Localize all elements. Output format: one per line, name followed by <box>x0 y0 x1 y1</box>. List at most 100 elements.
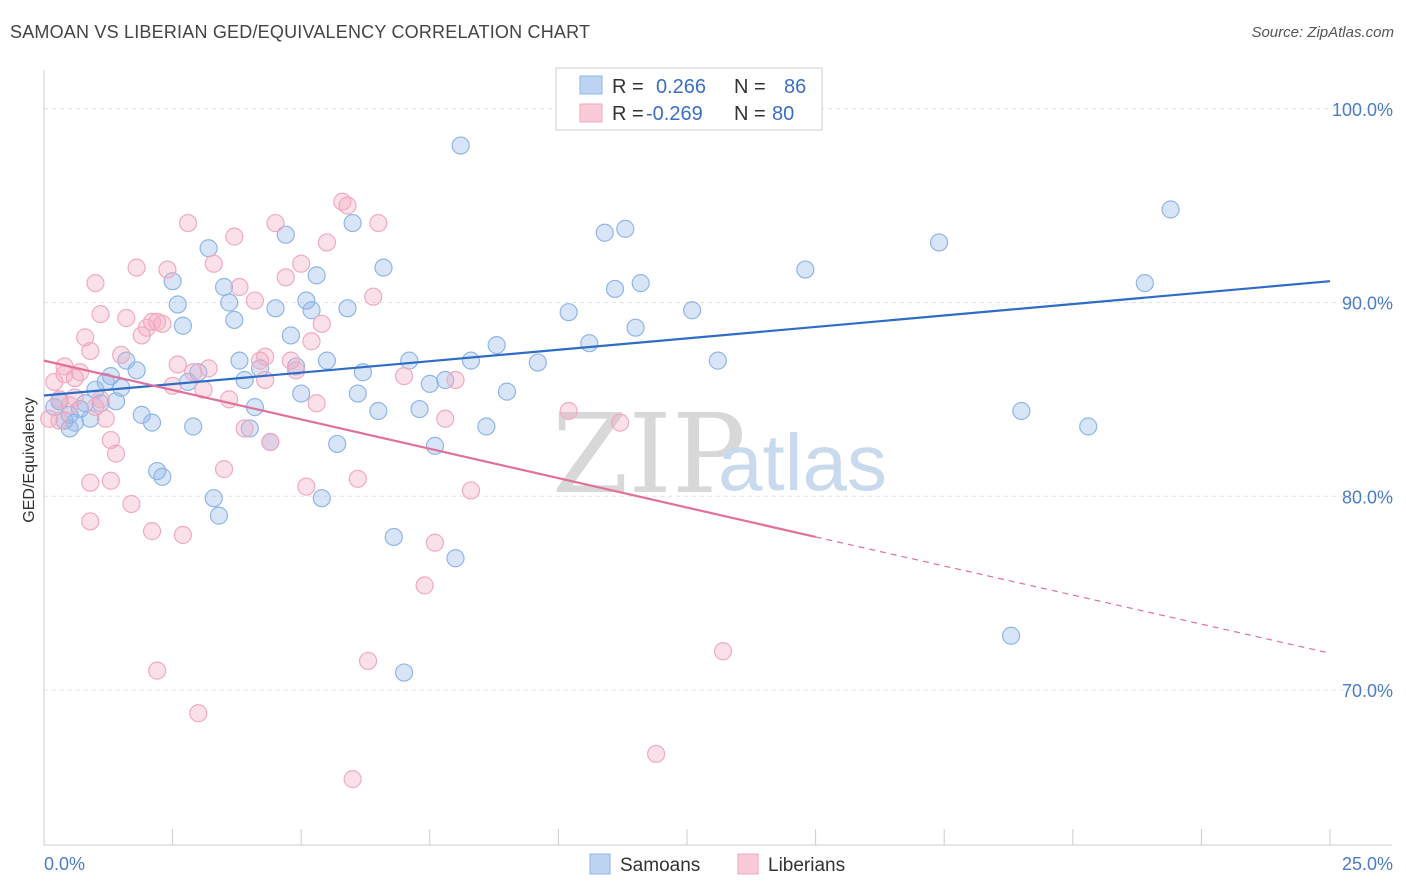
samoans-point-76 <box>631 274 650 293</box>
liberians-point-21 <box>127 258 146 277</box>
samoans-point-18 <box>142 413 162 432</box>
liberians-point-49 <box>286 361 306 380</box>
samoans-trend-line <box>43 280 1331 397</box>
liberians-point-52 <box>302 332 321 351</box>
samoans-point-51 <box>343 213 362 233</box>
samoans-point-25 <box>184 417 203 436</box>
liberians-point-36 <box>204 254 223 273</box>
liberians-point-8 <box>81 341 100 361</box>
liberians-point-67 <box>446 370 465 390</box>
liberians-point-50 <box>292 254 311 273</box>
x-tick-labels: 0.0% 25.0% <box>44 854 1393 874</box>
samoans-point-70 <box>559 303 578 322</box>
samoans-point-22 <box>168 295 187 314</box>
samoans-point-19 <box>148 461 167 481</box>
liberians-point-75 <box>91 390 110 409</box>
samoans-point-75 <box>626 318 645 337</box>
liberians-point-73 <box>50 411 69 430</box>
samoans-point-50 <box>338 299 357 318</box>
liberians-point-41 <box>235 419 254 438</box>
liberians-point-42 <box>245 291 265 310</box>
samoans-point-60 <box>420 374 439 393</box>
liberians-point-39 <box>225 227 244 246</box>
liberians-point-12 <box>86 274 105 293</box>
liberians-point-64 <box>415 576 434 595</box>
liberians-point-15 <box>101 471 120 490</box>
samoans-point-68 <box>497 382 517 401</box>
x-tick-label-0: 0.0% <box>44 854 85 874</box>
y-tick-label-1: 80.0% <box>1342 487 1393 507</box>
liberians-point-16 <box>101 430 120 450</box>
liberians-point-34 <box>189 704 208 723</box>
bottom-liberians-label: Liberians <box>768 855 845 876</box>
samoans-point-44 <box>297 291 316 310</box>
samoans-point-52 <box>348 384 367 403</box>
samoans-point-13 <box>106 392 126 411</box>
samoans-point-30 <box>214 277 234 297</box>
samoans-point-71 <box>580 334 599 353</box>
samoans-point-10 <box>81 409 100 428</box>
liberians-point-10 <box>81 473 100 492</box>
liberians-point-32 <box>178 213 198 233</box>
samoans-point-20 <box>153 467 172 486</box>
samoans-swatch <box>579 75 603 95</box>
samoans-point-83 <box>1079 417 1098 436</box>
liberians-point-77 <box>199 359 218 378</box>
samoans-point-64 <box>451 136 470 155</box>
liberians-point-6 <box>70 363 90 382</box>
y-axis-label: GED/Equivalency <box>21 397 38 522</box>
samoans-point-31 <box>220 293 239 312</box>
x-tick-label-1: 25.0% <box>1342 854 1393 874</box>
samoans-point-74 <box>616 219 635 238</box>
samoans-point-47 <box>312 489 331 508</box>
samoans-points <box>45 136 1180 682</box>
liberians-point-31 <box>173 525 192 545</box>
samoans-point-28 <box>204 489 223 508</box>
samoans-point-35 <box>240 419 259 438</box>
samoans-point-45 <box>302 301 321 320</box>
samoans-point-16 <box>127 361 146 380</box>
samoans-point-59 <box>410 399 429 419</box>
liberians-point-30 <box>148 661 167 680</box>
top-legend: R = 0.266 N = 86 R = -0.269 N = 80 <box>555 67 823 131</box>
bottom-samoans-label: Samoans <box>620 855 700 876</box>
liberians-point-65 <box>425 533 445 552</box>
samoans-point-32 <box>225 310 244 330</box>
samoans-point-78 <box>708 351 727 370</box>
samoans-point-79 <box>796 260 815 279</box>
y-tick-label-3: 100.0% <box>1332 100 1393 120</box>
liberians-point-69 <box>559 401 578 421</box>
legend-r-value-2: -0.269 <box>646 103 703 125</box>
liberians-point-47 <box>276 268 295 287</box>
samoans-point-69 <box>528 353 547 372</box>
liberians-point-66 <box>436 409 455 428</box>
bottom-samoans-swatch <box>589 853 611 875</box>
liberians-point-20 <box>122 494 141 514</box>
liberians-point-29 <box>168 355 187 374</box>
legend-n-label-2: N = <box>734 103 766 125</box>
liberians-point-5 <box>65 368 84 388</box>
liberians-point-14 <box>96 409 115 428</box>
liberians-point-13 <box>91 305 110 324</box>
liberians-point-11 <box>81 512 100 531</box>
liberians-point-33 <box>184 363 203 382</box>
samoans-point-42 <box>286 357 306 376</box>
samoans-point-72 <box>595 223 614 242</box>
samoans-point-65 <box>461 351 481 370</box>
liberians-point-51 <box>297 477 316 496</box>
liberians-point-62 <box>369 213 388 233</box>
samoans-point-77 <box>683 301 702 320</box>
samoans-point-67 <box>487 336 506 355</box>
liberians-point-24 <box>142 522 162 541</box>
samoans-point-33 <box>230 351 249 370</box>
samoans-point-55 <box>374 258 393 277</box>
liberians-point-18 <box>112 345 131 364</box>
liberians-point-17 <box>106 444 126 463</box>
liberians-point-46 <box>266 213 285 233</box>
samoans-point-39 <box>266 299 285 318</box>
samoans-point-84 <box>1135 274 1154 293</box>
liberians-point-60 <box>358 651 378 671</box>
liberians-point-61 <box>364 287 383 306</box>
liberians-swatch <box>579 103 603 123</box>
samoans-point-73 <box>605 279 625 299</box>
